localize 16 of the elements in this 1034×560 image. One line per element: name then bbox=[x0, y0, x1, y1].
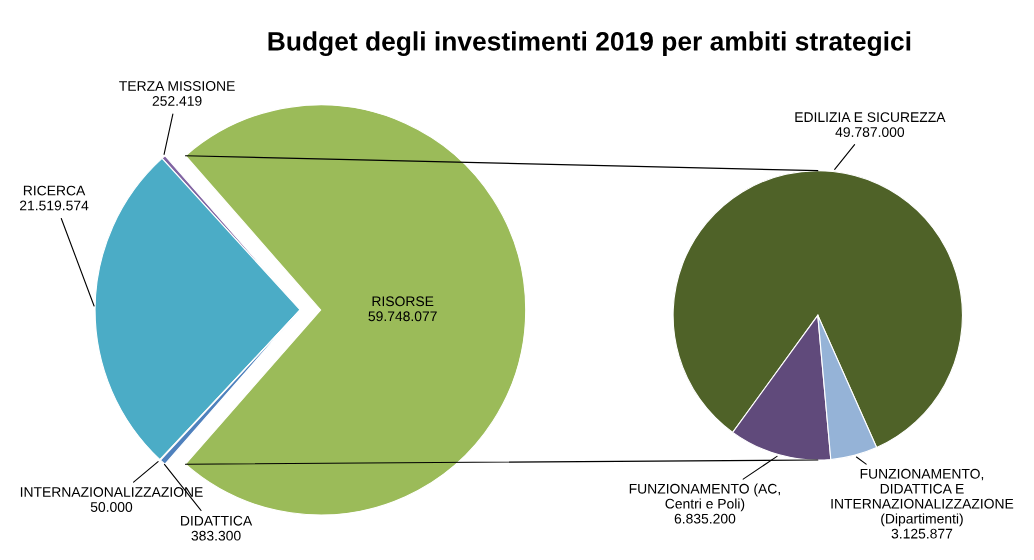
data-label: 383.300 bbox=[191, 530, 241, 541]
slice-label: DIDATTICA bbox=[181, 515, 253, 526]
slice-label: RICERCA bbox=[23, 185, 86, 196]
data-label: 3.125.877 bbox=[891, 528, 953, 539]
slice-label: RISORSE bbox=[372, 296, 434, 307]
slice-label: TERZA MISSIONE bbox=[119, 81, 235, 91]
slice-label: FUNZIONAMENTO (AC, Centri e Poli) bbox=[629, 483, 780, 512]
data-label: 50.000 bbox=[90, 502, 133, 512]
data-label: 21.519.574 bbox=[19, 200, 89, 211]
data-label: 6.835.200 bbox=[674, 513, 736, 524]
slice-label: FUNZIONAMENTO, DIDATTICA E INTERNAZIONALIZZAZIONE (Dipartimenti) bbox=[831, 468, 1014, 527]
data-label: 49.787.000 bbox=[835, 127, 905, 138]
slice-label: EDILIZIA E SICUREZZA bbox=[795, 112, 946, 123]
data-label: 59.748.077 bbox=[368, 311, 437, 322]
data-label: 252.419 bbox=[152, 96, 202, 106]
text: Budget degli investimenti 2019 per ambiti strategici bbox=[268, 31, 911, 56]
